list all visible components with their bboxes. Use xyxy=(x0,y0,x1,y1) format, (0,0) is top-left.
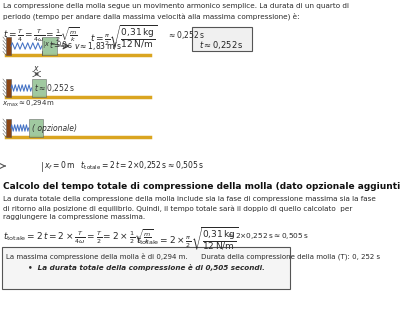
Text: $t_{\rm{totale}} = 2\,t = 2 \times \frac{T}{4\omega} = \frac{T}{2} = 2 \times \f: $t_{\rm{totale}} = 2\,t = 2 \times \frac… xyxy=(3,228,154,247)
Text: $t \approx 0{,}252\,\rm{s}$: $t \approx 0{,}252\,\rm{s}$ xyxy=(34,82,75,94)
Text: periodo (tempo per andare dalla massima velocità alla massima compressione) è:: periodo (tempo per andare dalla massima … xyxy=(3,12,300,20)
Text: $t \approx 0{,}252\,\rm{s}$: $t \approx 0{,}252\,\rm{s}$ xyxy=(199,39,244,51)
Bar xyxy=(29,119,43,137)
Text: La durata totale della compressione della molla include sia la fase di compressi: La durata totale della compressione dell… xyxy=(3,196,376,202)
Text: La compressione della molla segue un movimento armonico semplice. La durata di u: La compressione della molla segue un mov… xyxy=(3,3,349,9)
Bar xyxy=(32,79,46,97)
Bar xyxy=(6,79,11,97)
Bar xyxy=(6,37,11,55)
Bar xyxy=(42,37,56,55)
Text: di ritorno alla posizione di equilibrio. Quindi, il tempo totale sarà il doppio : di ritorno alla posizione di equilibrio.… xyxy=(3,205,352,212)
Text: $t = 0\,\rm{s}$: $t = 0\,\rm{s}$ xyxy=(49,39,73,50)
Text: $x$: $x$ xyxy=(33,63,40,72)
FancyBboxPatch shape xyxy=(192,27,252,51)
FancyBboxPatch shape xyxy=(2,247,290,289)
Text: raggiungere la compressione massima.: raggiungere la compressione massima. xyxy=(3,214,145,220)
Text: ( opzionale): ( opzionale) xyxy=(32,124,77,132)
Text: $v \approx 1{,}83\,\rm{m/s}$: $v \approx 1{,}83\,\rm{m/s}$ xyxy=(74,40,122,52)
Text: $|x{=}0$: $|x{=}0$ xyxy=(42,39,62,50)
Text: $\approx 0{,}252\,\rm{s}$: $\approx 0{,}252\,\rm{s}$ xyxy=(167,29,205,41)
Text: $x_f = 0\,\rm{m}$   $t_{\rm{totale}} = 2\,t = 2{\times}0{,}252\,\rm{s} \approx 0: $x_f = 0\,\rm{m}$ $t_{\rm{totale}} = 2\,… xyxy=(44,160,204,172)
Text: $x_{\max} \approx 0{,}294\,\rm{m}$: $x_{\max} \approx 0{,}294\,\rm{m}$ xyxy=(2,99,55,109)
Text: $t = \frac{T}{4} = \frac{T}{4\omega} = \frac{1}{2}\sqrt{\frac{m}{k}}$: $t = \frac{T}{4} = \frac{T}{4\omega} = \… xyxy=(3,26,80,45)
Text: $\approx 2{\times}0{,}252\,\rm{s} \approx 0{,}505\,\rm{s}$: $\approx 2{\times}0{,}252\,\rm{s} \appro… xyxy=(226,231,309,241)
Text: •  La durata totale della compressione è di 0,505 secondi.: • La durata totale della compressione è … xyxy=(28,264,265,271)
Text: $t = \frac{\pi}{2}\sqrt{\dfrac{0{,}31\,\rm{kg}}{12\,\rm{N/m}}}$: $t = \frac{\pi}{2}\sqrt{\dfrac{0{,}31\,\… xyxy=(90,23,157,50)
Text: La massima compressione della molla è di 0,294 m.      Durata della compressione: La massima compressione della molla è di… xyxy=(6,252,380,260)
Bar xyxy=(6,119,11,137)
Text: Calcolo del tempo totale di compressione della molla (dato opzionale aggiuntivo): Calcolo del tempo totale di compressione… xyxy=(3,182,400,191)
Text: $t_{\rm{totale}} = 2 \times \frac{\pi}{2}\sqrt{\dfrac{0{,}31\,\rm{kg}}{12\,\rm{N: $t_{\rm{totale}} = 2 \times \frac{\pi}{2… xyxy=(136,225,239,252)
